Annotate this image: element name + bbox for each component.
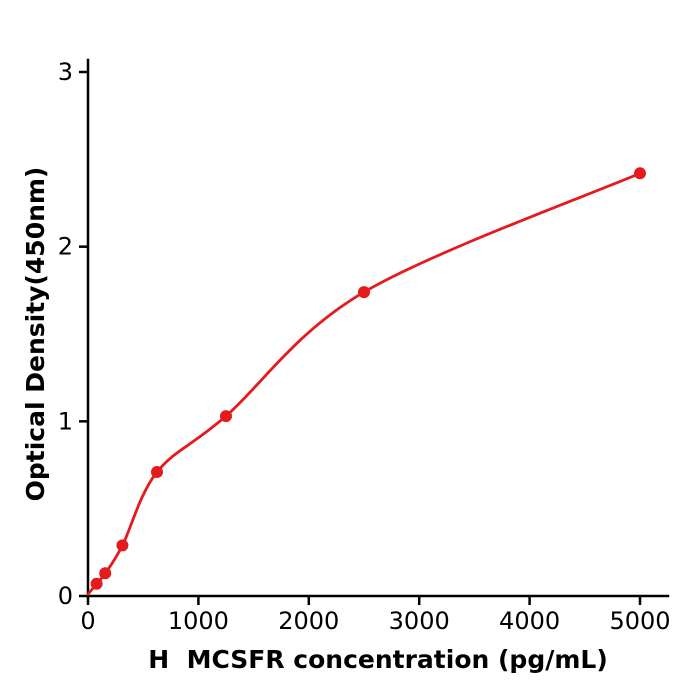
plot-layer: 0 1000 2000 3000 4000 5000 0 1 2 3 [58,58,671,635]
data-point [116,539,129,552]
x-tick-label: 0 [80,607,95,635]
y-axis-label: Optical Density(450nm) [21,167,50,502]
data-point [90,577,103,590]
x-tick-label: 3000 [389,607,450,635]
x-tick-label: 5000 [609,607,670,635]
data-point [634,167,646,180]
x-tick-label: 4000 [499,607,560,635]
data-point [99,567,112,580]
data-point [358,286,370,299]
y-tick-label: 0 [58,582,73,610]
x-axis-label: H MCSFR concentration (pg/mL) [148,645,608,674]
x-tick-label: 1000 [168,607,229,635]
y-tick-label: 1 [58,407,73,435]
y-tick-label: 3 [58,58,73,86]
y-tick-label: 2 [58,233,73,261]
data-point [151,465,163,478]
x-tick-label: 2000 [278,607,339,635]
data-point [220,410,232,423]
